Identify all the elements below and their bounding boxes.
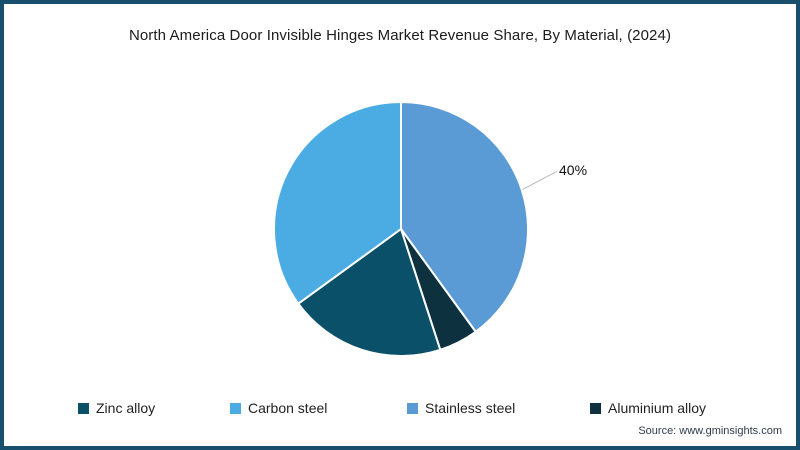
pie-chart [273, 101, 557, 357]
legend-item-zinc-alloy: Zinc alloy [78, 397, 155, 419]
legend-swatch [590, 402, 601, 414]
legend-swatch [230, 402, 241, 414]
legend-label: Carbon steel [248, 400, 328, 416]
slice-value-label: 40% [559, 162, 588, 178]
legend-swatch [78, 402, 89, 414]
legend-swatch [407, 402, 418, 414]
legend-item-carbon-steel: Carbon steel [230, 397, 327, 419]
legend-label: Aluminium alloy [608, 400, 707, 416]
pie-slice-zinc-alloy [297, 228, 442, 357]
pie-slice-carbon-steel [273, 101, 402, 305]
legend-item-aluminium-alloy: Aluminium alloy [590, 397, 706, 419]
legend-label: Stainless steel [425, 400, 516, 416]
chart-title: North America Door Invisible Hinges Mark… [128, 27, 672, 44]
legend: Zinc alloy Carbon steel Stainless steel Alu… [4, 397, 796, 419]
source-attribution: Source: www.gminsights.com [638, 425, 782, 437]
pie-slices [273, 101, 529, 357]
pie-slice-stainless-steel [400, 101, 529, 333]
legend-label: Zinc alloy [96, 400, 156, 416]
annotation-leader-line [522, 170, 557, 190]
legend-item-stainless-steel: Stainless steel [407, 397, 515, 419]
